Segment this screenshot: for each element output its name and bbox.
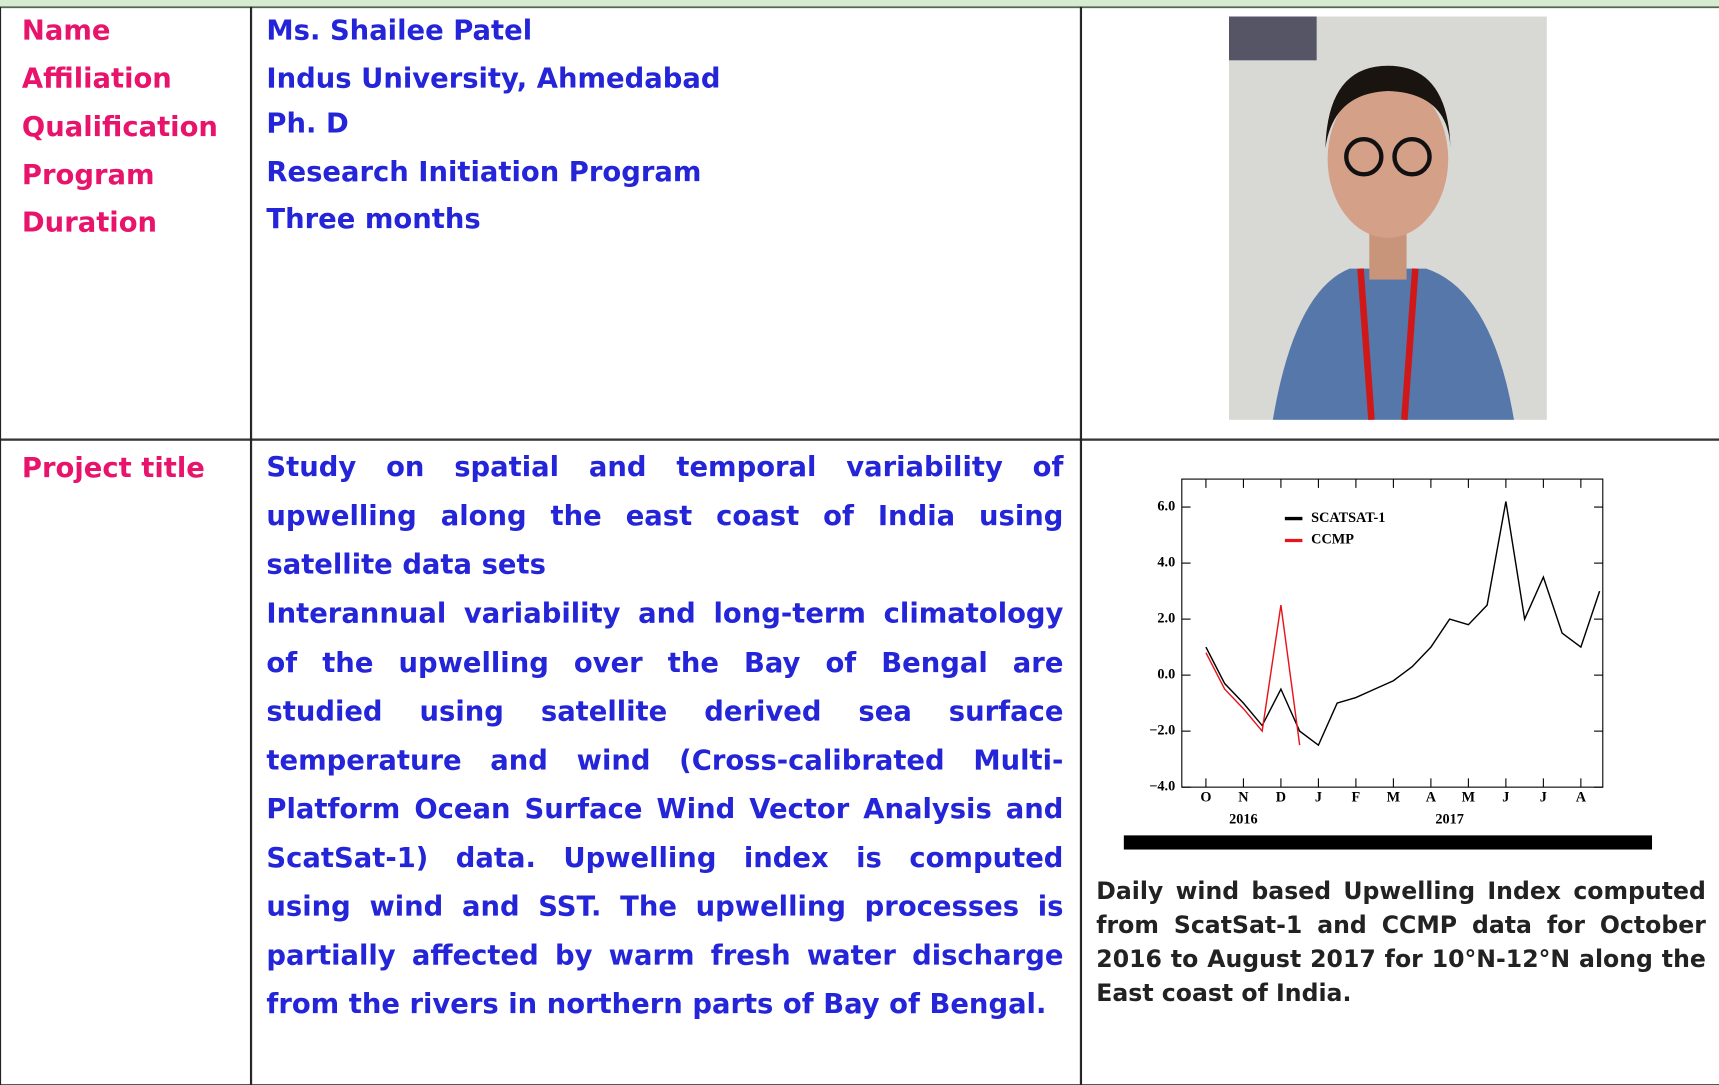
photo bbox=[1229, 16, 1547, 419]
x-tick-label: M bbox=[1462, 789, 1476, 805]
row-label: Qualification bbox=[22, 111, 218, 143]
x-tick-label: O bbox=[1200, 789, 1211, 805]
x-tick-label: J bbox=[1315, 789, 1322, 805]
y-tick-label: −2.0 bbox=[1149, 722, 1175, 738]
row-value: Indus University, Ahmedabad bbox=[266, 62, 720, 94]
x-tick-label: J bbox=[1540, 789, 1547, 805]
row-value: Ms. Shailee Patel bbox=[266, 14, 532, 46]
row-value: Research Initiation Program bbox=[266, 156, 701, 188]
y-tick-label: 4.0 bbox=[1157, 554, 1175, 570]
row-value: Ph. D bbox=[266, 107, 348, 139]
year-label: 2016 bbox=[1229, 811, 1258, 827]
x-tick-label: A bbox=[1426, 789, 1437, 805]
x-tick-label: A bbox=[1576, 789, 1587, 805]
y-tick-label: 6.0 bbox=[1157, 498, 1175, 514]
x-tick-label: J bbox=[1502, 789, 1509, 805]
project-description: Interannual variability and long-term cl… bbox=[266, 590, 1063, 1029]
year-label: 2017 bbox=[1435, 811, 1463, 827]
chart: −4.0 −2.0 0.0 2.0 4.0 6.0 O N D J F M A M J J A 2016 2017 S… bbox=[1124, 455, 1652, 850]
legend-label: CCMP bbox=[1311, 532, 1354, 548]
row-label: Program bbox=[22, 159, 155, 191]
y-tick-label: 2.0 bbox=[1157, 610, 1175, 626]
project-title: Study on spatial and temporal variabilit… bbox=[266, 443, 1063, 589]
x-tick-label: N bbox=[1238, 789, 1249, 805]
row-label: Affiliation bbox=[22, 62, 172, 94]
y-tick-label: 0.0 bbox=[1157, 666, 1175, 682]
y-tick-label: −4.0 bbox=[1149, 778, 1175, 794]
x-tick-label: D bbox=[1276, 789, 1286, 805]
figure-caption: Daily wind based Upwelling Index compute… bbox=[1096, 875, 1706, 1011]
row-value: Three months bbox=[266, 203, 480, 235]
row-label: Name bbox=[22, 14, 111, 46]
x-tick-label: F bbox=[1352, 789, 1361, 805]
label-cell bbox=[0, 439, 252, 1085]
x-tick-label: M bbox=[1387, 789, 1401, 805]
document: Name Ms. Shailee Patel Affiliation Indus Un… bbox=[0, 0, 1719, 1077]
page: Name Ms. Shailee Patel Affiliation Indus Un… bbox=[0, 0, 1719, 1077]
row-label: Duration bbox=[22, 206, 157, 238]
project-label: Project title bbox=[22, 452, 205, 484]
legend-label: SCATSAT-1 bbox=[1311, 510, 1385, 526]
